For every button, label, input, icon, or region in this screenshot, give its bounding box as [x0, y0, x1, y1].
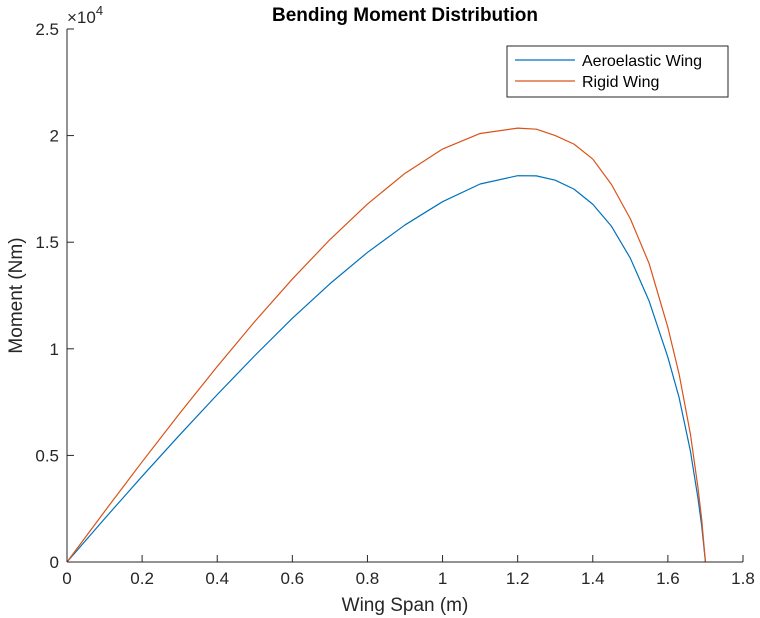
plot-area [67, 29, 743, 562]
y-tick-label: 1 [50, 340, 59, 359]
series-line-rigid-wing [66, 127, 707, 563]
x-tick-label: 0.8 [356, 569, 380, 588]
chart-title: Bending Moment Distribution [272, 5, 538, 26]
x-tick-label: 0.2 [130, 569, 154, 588]
x-axis-label: Wing Span (m) [342, 595, 469, 616]
y-exponent-label: ×104 [67, 3, 103, 27]
x-tick-label: 1.8 [731, 569, 755, 588]
axes-layer [66, 28, 744, 563]
legend-box [506, 45, 729, 98]
legend-label-rigid-wing: Rigid Wing [582, 74, 659, 91]
series-line-aeroelastic-wing [66, 175, 707, 563]
x-tick-label: 1.6 [656, 569, 680, 588]
y-exponent-power: 4 [96, 3, 103, 18]
y-tick-label: 2 [50, 127, 59, 146]
x-tick-label: 0.4 [205, 569, 229, 588]
y-tick-label: 1.5 [35, 233, 59, 252]
series-layer [66, 127, 707, 563]
x-tick-label: 0.6 [281, 569, 305, 588]
x-tick-label: 1 [438, 569, 447, 588]
y-exponent-base: ×10 [67, 8, 96, 27]
y-tick-label: 0.5 [35, 446, 59, 465]
legend-label-aeroelastic-wing: Aeroelastic Wing [582, 53, 702, 70]
x-tick-label: 1.4 [581, 569, 605, 588]
legend: Aeroelastic Wing Rigid Wing [506, 45, 729, 98]
x-tick-label: 0 [62, 569, 71, 588]
y-tick-label: 2.5 [35, 20, 59, 39]
x-tick-label: 1.2 [506, 569, 530, 588]
y-axis-label: Moment (Nm) [6, 237, 27, 353]
y-tick-label: 0 [50, 553, 59, 572]
plot-background [67, 29, 743, 562]
text-layer: 0 0.2 0.4 0.6 0.8 1 1.2 1.4 1.6 1.8 0 0.5 1 1.5 2 2.5 ×1… [6, 3, 755, 616]
